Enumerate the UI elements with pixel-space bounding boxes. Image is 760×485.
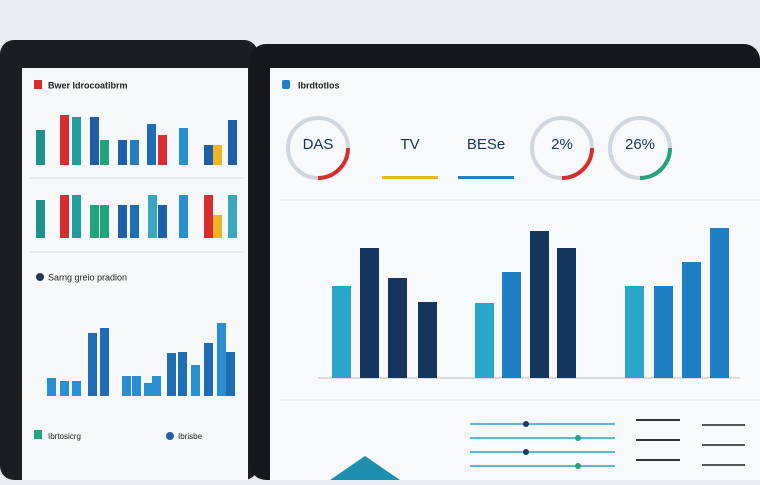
bar [152, 376, 161, 396]
bar [130, 205, 139, 238]
kpi-label: BESe [467, 136, 505, 153]
bar [557, 248, 576, 378]
left-footer-title: Ibrtosicrg [48, 432, 81, 441]
kpi-arc [561, 147, 594, 180]
bar [132, 376, 141, 396]
bar [72, 195, 81, 238]
bar [60, 195, 69, 238]
bar [118, 205, 127, 238]
left-screen [22, 68, 248, 480]
kpi-underline [382, 176, 438, 179]
bar [60, 115, 69, 165]
bar [130, 140, 139, 165]
kpi-label: DAS [303, 136, 334, 153]
bar [178, 352, 187, 396]
bar [332, 286, 351, 378]
bar [228, 120, 237, 165]
bar [388, 278, 407, 378]
bar [60, 381, 69, 396]
logo [34, 80, 42, 89]
icon [34, 430, 42, 439]
area-shape [330, 456, 400, 480]
bar [36, 130, 45, 165]
bar [167, 353, 176, 396]
bar [179, 195, 188, 238]
bar [90, 117, 99, 165]
bar [90, 205, 99, 238]
slider-rows [470, 419, 745, 469]
bar [204, 145, 213, 165]
kpi-underline [458, 176, 514, 179]
kpi-arc [317, 147, 350, 180]
bar [226, 352, 235, 396]
bar [228, 195, 237, 238]
bar [418, 302, 437, 378]
bar [213, 145, 222, 165]
icon [166, 432, 174, 440]
left-title: Bwer Idrocoatibrm [48, 80, 128, 90]
bar [147, 124, 156, 165]
bar [148, 195, 157, 238]
bar [122, 376, 131, 396]
logo [282, 80, 290, 89]
bar [158, 135, 167, 165]
kpi-label: 26% [625, 136, 655, 153]
bar [100, 328, 109, 396]
bar [88, 333, 97, 396]
bar [502, 272, 521, 378]
icon [36, 273, 44, 281]
left-footer-title-2: Ibrisbe [178, 432, 203, 441]
bar [72, 117, 81, 165]
bar [72, 381, 81, 396]
kpi-label: TV [400, 136, 419, 153]
bar [625, 286, 644, 378]
bar [682, 262, 701, 378]
bar [158, 205, 167, 238]
bar [47, 378, 56, 396]
kpi-arc [639, 147, 672, 180]
bar [204, 343, 213, 396]
right-title: Ibrdtotlos [298, 80, 340, 90]
bar [213, 215, 222, 238]
bar [654, 286, 673, 378]
bar [179, 128, 188, 165]
bar [217, 323, 226, 396]
bar [475, 303, 494, 378]
left-section-title: Sarng greio pradion [48, 272, 127, 282]
bar [204, 195, 213, 238]
bar [118, 140, 127, 165]
bar [100, 205, 109, 238]
bar [191, 365, 200, 396]
kpi-label: 2% [551, 136, 573, 153]
bar [360, 248, 379, 378]
bar [144, 383, 153, 396]
bar [36, 200, 45, 238]
bar [710, 228, 729, 378]
bar [530, 231, 549, 378]
bar [100, 140, 109, 165]
